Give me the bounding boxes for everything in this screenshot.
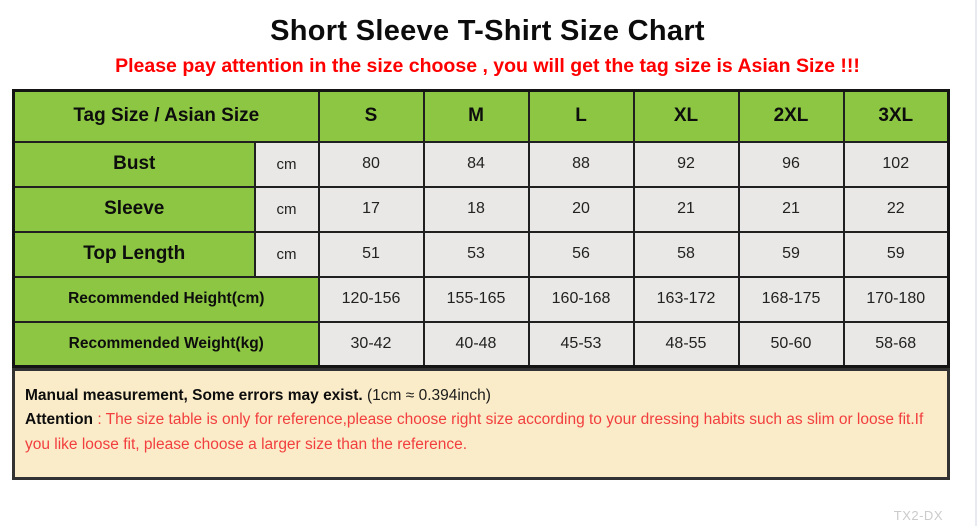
- value-cell: 96: [737, 140, 845, 188]
- value-cell: 160-168: [527, 275, 635, 323]
- value-cell: 18: [422, 185, 530, 233]
- unit-cell: cm: [253, 230, 320, 278]
- value-cell: 48-55: [632, 320, 740, 368]
- watermark: TX2-DX: [893, 508, 943, 523]
- value-cell: 20: [527, 185, 635, 233]
- page-title: Short Sleeve T-Shirt Size Chart: [270, 15, 705, 47]
- value-cell: 59: [737, 230, 845, 278]
- attention-text: The size table is only for reference,ple…: [25, 411, 924, 453]
- value-cell: 50-60: [737, 320, 845, 368]
- value-cell: 163-172: [632, 275, 740, 323]
- value-cell: 58: [632, 230, 740, 278]
- value-cell: 170-180: [842, 275, 950, 323]
- note-attention-line: Attention : The size table is only for r…: [25, 408, 937, 457]
- warning-text: Please pay attention in the size choose …: [115, 55, 860, 77]
- row-label: Bust: [12, 140, 256, 188]
- table-row: Bust cm 80 84 88 92 96 102: [12, 140, 950, 188]
- value-cell: 45-53: [527, 320, 635, 368]
- value-cell: 58-68: [842, 320, 950, 368]
- value-cell: 21: [632, 185, 740, 233]
- value-cell: 84: [422, 140, 530, 188]
- note-measurement-text: Manual measurement, Some errors may exis…: [25, 387, 363, 404]
- notes-box: Manual measurement, Some errors may exis…: [12, 368, 950, 480]
- attention-label: Attention: [25, 411, 94, 429]
- attention-separator: :: [93, 411, 106, 429]
- value-cell: 168-175: [737, 275, 845, 323]
- value-cell: 22: [842, 185, 950, 233]
- row-label: Top Length: [12, 230, 256, 278]
- value-cell: 17: [317, 185, 425, 233]
- row-label: Recommended Weight(kg): [12, 320, 320, 368]
- header-size-3xl: 3XL: [842, 89, 950, 143]
- value-cell: 59: [842, 230, 950, 278]
- unit-cell: cm: [253, 140, 320, 188]
- value-cell: 40-48: [422, 320, 530, 368]
- table-row: Top Length cm 51 53 56 58 59 59: [12, 230, 950, 278]
- value-cell: 21: [737, 185, 845, 233]
- header-size-s: S: [317, 89, 425, 143]
- unit-cell: cm: [253, 185, 320, 233]
- value-cell: 155-165: [422, 275, 530, 323]
- size-table: Tag Size / Asian Size S M L XL 2XL 3XL Bust cm 80…: [12, 89, 950, 368]
- value-cell: 80: [317, 140, 425, 188]
- value-cell: 51: [317, 230, 425, 278]
- header-size-xl: XL: [632, 89, 740, 143]
- header-size-l: L: [527, 89, 635, 143]
- value-cell: 53: [422, 230, 530, 278]
- value-cell: 102: [842, 140, 950, 188]
- table-row: Sleeve cm 17 18 20 21 21 22: [12, 185, 950, 233]
- header-size-2xl: 2XL: [737, 89, 845, 143]
- value-cell: 56: [527, 230, 635, 278]
- value-cell: 92: [632, 140, 740, 188]
- row-label: Sleeve: [12, 185, 256, 233]
- value-cell: 88: [527, 140, 635, 188]
- table-row: Recommended Height(cm) 120-156 155-165 160-…: [12, 275, 950, 323]
- header-tag-size-label: Tag Size / Asian Size: [12, 89, 320, 143]
- value-cell: 30-42: [317, 320, 425, 368]
- note-measurement-line: Manual measurement, Some errors may exis…: [25, 384, 937, 408]
- row-label: Recommended Height(cm): [12, 275, 320, 323]
- note-conversion-text: (1cm ≈ 0.394inch): [362, 387, 491, 404]
- table-header-row: Tag Size / Asian Size S M L XL 2XL 3XL: [12, 89, 950, 143]
- header-size-m: M: [422, 89, 530, 143]
- table-row: Recommended Weight(kg) 30-42 40-48 45-53 48-…: [12, 320, 950, 368]
- value-cell: 120-156: [317, 275, 425, 323]
